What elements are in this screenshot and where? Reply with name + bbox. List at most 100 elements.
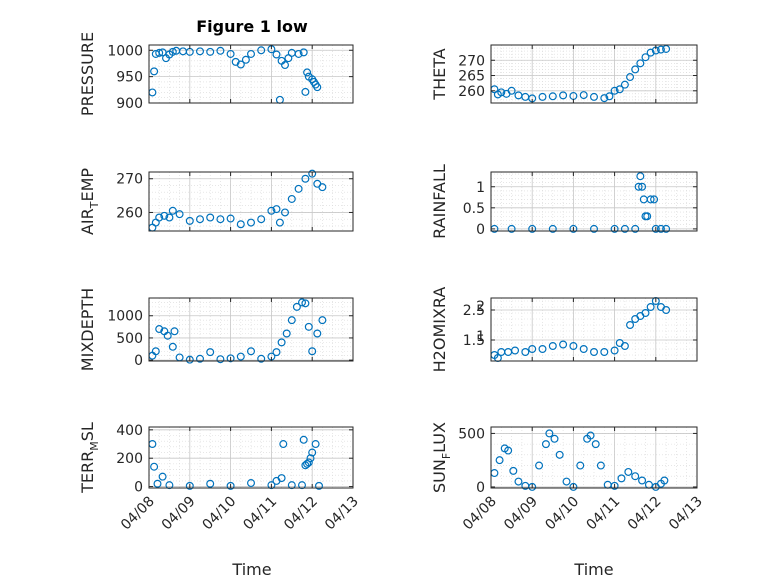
axes-box bbox=[148, 426, 354, 489]
data-point bbox=[236, 60, 245, 69]
data-point bbox=[636, 172, 645, 181]
data-point bbox=[308, 169, 317, 178]
data-point bbox=[638, 182, 647, 191]
data-point bbox=[311, 440, 320, 449]
data-point bbox=[165, 213, 174, 222]
data-point bbox=[275, 218, 284, 227]
y-tick-label: 1000 bbox=[107, 309, 143, 325]
data-point bbox=[641, 309, 650, 318]
data-point bbox=[610, 481, 619, 490]
data-point bbox=[308, 347, 317, 356]
data-point bbox=[287, 194, 296, 203]
data-point bbox=[272, 205, 281, 214]
data-point bbox=[610, 346, 619, 355]
data-point bbox=[272, 50, 281, 59]
data-point bbox=[620, 342, 629, 351]
data-point bbox=[313, 83, 322, 92]
data-point bbox=[206, 47, 215, 56]
data-point bbox=[299, 435, 308, 444]
data-point bbox=[185, 216, 194, 225]
x-tick-label: 04/13 bbox=[322, 494, 362, 534]
data-point bbox=[206, 213, 215, 222]
y-axis-label: PRESSURE bbox=[78, 32, 97, 116]
data-point bbox=[660, 476, 669, 485]
data-point bbox=[509, 466, 518, 475]
data-point bbox=[569, 482, 578, 491]
data-point bbox=[562, 477, 571, 486]
data-point bbox=[277, 338, 286, 347]
data-point bbox=[626, 321, 635, 330]
data-point bbox=[615, 85, 624, 94]
data-point bbox=[257, 215, 266, 224]
data-point bbox=[662, 44, 671, 53]
data-point bbox=[600, 348, 609, 357]
data-point bbox=[206, 479, 215, 488]
data-point bbox=[504, 446, 513, 455]
data-point bbox=[634, 182, 643, 191]
x-tick-label: 04/13 bbox=[666, 494, 706, 534]
data-point bbox=[521, 348, 530, 357]
data-point bbox=[247, 479, 256, 488]
data-point bbox=[247, 49, 256, 58]
data-point bbox=[226, 49, 235, 58]
y-tick-label: 200 bbox=[116, 451, 143, 467]
data-point bbox=[591, 440, 600, 449]
y-tick-label: 260 bbox=[458, 84, 485, 100]
data-point bbox=[631, 472, 640, 481]
data-point bbox=[514, 477, 523, 486]
data-point bbox=[294, 184, 303, 193]
data-point bbox=[535, 461, 544, 470]
data-point bbox=[589, 348, 598, 357]
data-point bbox=[318, 316, 327, 325]
data-point bbox=[301, 87, 310, 96]
axes-box bbox=[148, 171, 354, 232]
data-point bbox=[610, 224, 619, 233]
data-point bbox=[282, 329, 291, 338]
data-point bbox=[247, 347, 256, 356]
data-point bbox=[168, 47, 177, 56]
data-point bbox=[643, 212, 652, 221]
data-point bbox=[163, 331, 172, 340]
data-point bbox=[304, 322, 313, 331]
y-tick-label: 0.5 bbox=[463, 201, 485, 217]
data-point bbox=[281, 61, 290, 70]
x-tick-label: 04/09 bbox=[159, 494, 199, 534]
data-point bbox=[158, 472, 167, 481]
data-point bbox=[175, 210, 184, 219]
data-point bbox=[662, 306, 671, 315]
data-point bbox=[313, 329, 322, 338]
x-tick-label: 04/11 bbox=[584, 494, 624, 534]
panel-pressure: 900 950 1000 PRESSURE bbox=[78, 32, 354, 116]
data-point bbox=[586, 431, 595, 440]
data-point bbox=[277, 474, 286, 483]
x-tick-label: 04/10 bbox=[200, 494, 240, 534]
data-point bbox=[301, 299, 310, 308]
axes-box bbox=[490, 171, 698, 232]
data-point bbox=[160, 211, 169, 220]
data-point bbox=[507, 86, 516, 95]
figure-title: Figure 1 low bbox=[196, 17, 308, 36]
data-point bbox=[600, 94, 609, 103]
data-point bbox=[579, 91, 588, 100]
data-point bbox=[257, 354, 266, 363]
y-tick-label: 270 bbox=[116, 172, 143, 188]
axes-box bbox=[490, 426, 698, 489]
y-tick-label: 400 bbox=[116, 423, 143, 439]
data-point bbox=[236, 352, 245, 361]
data-point bbox=[150, 67, 159, 76]
data-point bbox=[196, 47, 205, 56]
data-point bbox=[617, 474, 626, 483]
data-point bbox=[299, 48, 308, 57]
data-point bbox=[626, 73, 635, 82]
panel-sunflux: 0 500 SUNFLUX 04/08 04/09 04/10 04/11 04/12 04/1… bbox=[430, 422, 706, 533]
data-point bbox=[304, 458, 313, 467]
y-tick-label: 1000 bbox=[107, 43, 143, 59]
axes-box bbox=[148, 297, 354, 362]
data-point bbox=[272, 348, 281, 357]
y-tick-label: 900 bbox=[116, 96, 143, 112]
data-point bbox=[153, 479, 162, 488]
y-tick-label: 270 bbox=[458, 53, 485, 69]
data-point bbox=[155, 213, 164, 222]
